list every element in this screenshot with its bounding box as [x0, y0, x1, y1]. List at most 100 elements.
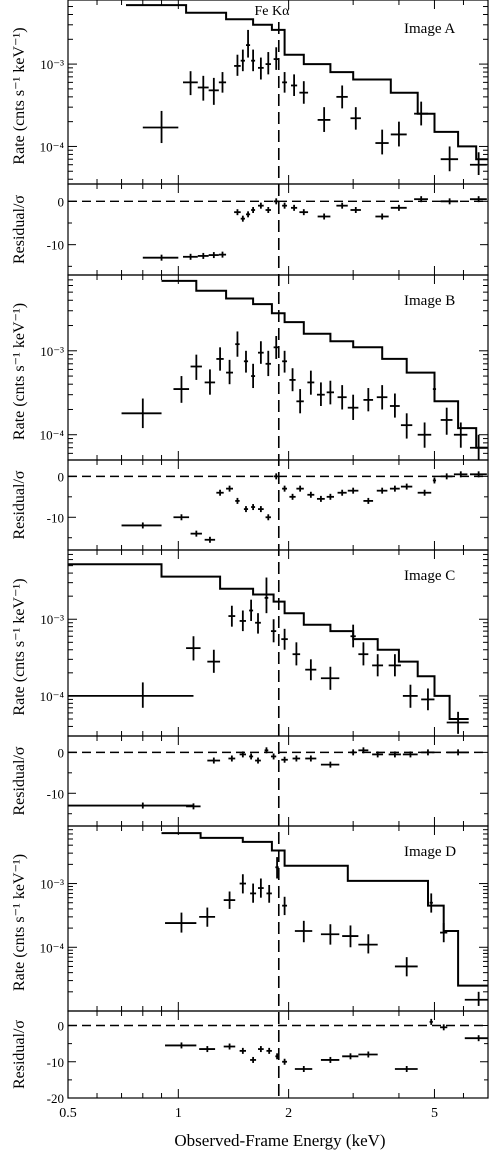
residual-point — [226, 485, 233, 492]
rate-tick-label: 10⁻³ — [40, 877, 64, 892]
data-point — [388, 654, 401, 677]
rate-axis-title: Rate (cnts s⁻¹ keV⁻¹) — [11, 854, 28, 991]
resid-tick-label: 0 — [58, 745, 65, 760]
data-point — [208, 77, 219, 105]
residual-point — [251, 207, 256, 213]
data-point — [234, 54, 241, 76]
residual-point — [183, 253, 198, 260]
data-point — [292, 642, 301, 666]
data-point — [183, 71, 198, 96]
residual-point — [121, 522, 162, 529]
data-point — [251, 49, 256, 72]
data-point — [390, 121, 407, 147]
data-point — [226, 359, 233, 385]
residual-point — [264, 747, 269, 754]
chart-marks — [68, 4, 488, 1098]
residual-point — [239, 1047, 246, 1054]
data-point — [464, 991, 488, 1006]
residual-point — [234, 209, 241, 216]
residual-point — [273, 473, 279, 480]
data-point — [258, 57, 264, 80]
data-point — [273, 47, 279, 70]
residual-point — [207, 757, 221, 764]
residual-point — [320, 761, 340, 768]
data-point — [186, 636, 201, 661]
residual-point — [440, 473, 453, 480]
residual-point — [142, 254, 179, 261]
model-curve — [161, 832, 488, 987]
residual-point — [307, 491, 315, 498]
data-point — [440, 407, 453, 435]
data-point — [358, 934, 378, 954]
residual-point — [292, 755, 301, 762]
residual-point — [258, 506, 264, 513]
residual-point — [290, 204, 298, 211]
data-point — [142, 110, 179, 144]
data-point — [223, 891, 236, 909]
residual-point — [299, 209, 309, 216]
data-point — [453, 422, 468, 448]
resid-tick-label: 0 — [58, 1019, 65, 1034]
data-point — [275, 857, 279, 879]
residual-axis-title: Residual/σ — [11, 195, 28, 264]
residual-point — [336, 202, 348, 209]
data-point — [255, 613, 261, 634]
residual-point — [469, 196, 487, 203]
residual-point — [218, 251, 227, 258]
residual-point — [243, 506, 249, 513]
residual-point — [68, 802, 194, 809]
data-point — [258, 341, 264, 364]
resid-tick-label: 0 — [58, 469, 65, 484]
data-point — [402, 684, 418, 708]
image-label: Image C — [404, 568, 455, 584]
residual-point — [199, 1046, 216, 1053]
residual-point — [421, 749, 435, 756]
data-point — [446, 711, 469, 734]
resid-tick-label: -10 — [47, 510, 64, 525]
model-curve — [68, 563, 469, 720]
data-point — [204, 369, 216, 395]
residual-point — [208, 252, 219, 259]
residual-point — [216, 489, 224, 496]
residual-point — [239, 751, 246, 758]
data-point — [282, 72, 288, 93]
rate-axis-title: Rate (cnts s⁻¹ keV⁻¹) — [11, 578, 28, 715]
residual-point — [281, 756, 288, 763]
data-point — [440, 146, 459, 172]
data-point — [270, 619, 277, 643]
residual-point — [282, 202, 288, 209]
residual-point — [326, 493, 335, 500]
x-tick-label: 5 — [431, 1106, 438, 1121]
data-point — [239, 874, 246, 894]
model-curve — [161, 279, 488, 449]
residual-point — [190, 530, 202, 537]
data-point — [469, 434, 487, 460]
residual-point — [464, 1035, 488, 1042]
residual-axis-title: Residual/σ — [11, 746, 28, 815]
data-point — [337, 385, 347, 410]
data-point — [296, 389, 304, 414]
resid-tick-label: -10 — [47, 786, 64, 801]
residual-point — [347, 487, 359, 494]
data-point — [273, 336, 279, 359]
residual-point — [266, 1047, 272, 1054]
residual-point — [305, 755, 317, 762]
data-point — [394, 957, 418, 977]
data-point — [417, 422, 432, 448]
residual-point — [342, 1053, 359, 1060]
data-point — [316, 382, 325, 406]
data-point — [347, 394, 359, 420]
residual-point — [228, 755, 236, 762]
data-point — [350, 107, 361, 130]
residual-point — [429, 1018, 433, 1025]
data-point — [342, 925, 359, 948]
residual-point — [294, 1066, 313, 1072]
data-point — [358, 642, 369, 666]
residual-point — [400, 483, 413, 490]
residual-point — [358, 1051, 378, 1058]
residual-axis-title: Residual/σ — [11, 470, 28, 539]
data-point — [264, 577, 269, 614]
residual-point — [270, 753, 277, 760]
residual-point — [320, 1056, 340, 1063]
image-label: Image B — [404, 293, 455, 309]
